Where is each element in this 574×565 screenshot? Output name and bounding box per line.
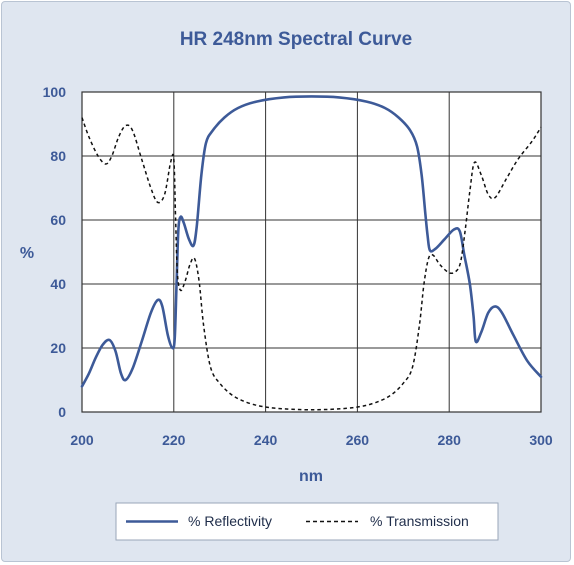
y-tick-label: 20: [50, 340, 66, 356]
plot-background: [81, 91, 542, 413]
series-layer: [80, 95, 543, 411]
legend: % Reflectivity % Transmission: [115, 502, 499, 541]
legend-label-reflectivity: % Reflectivity: [188, 513, 272, 529]
chart-title: HR 248nm Spectral Curve: [180, 29, 412, 50]
y-tick-label: 100: [43, 84, 67, 100]
y-tick-label: 40: [50, 276, 66, 292]
grid-lines: [82, 92, 541, 412]
y-tick-label: 80: [50, 148, 66, 164]
tick-labels: 200 220 240 260 280 300 0 20 40 60 80 100: [43, 84, 553, 448]
x-tick-label: 220: [162, 432, 186, 448]
series-line-reflectivity: [80, 95, 543, 388]
legend-label-transmission: % Transmission: [370, 513, 469, 529]
y-axis-label: %: [20, 245, 34, 262]
x-tick-label: 200: [70, 432, 94, 448]
series-line-transmission: [81, 117, 542, 411]
plot-area: [81, 91, 542, 413]
x-tick-label: 240: [254, 432, 278, 448]
y-tick-label: 60: [50, 212, 66, 228]
x-tick-label: 260: [346, 432, 370, 448]
y-tick-label: 0: [58, 404, 66, 420]
x-tick-label: 280: [438, 432, 462, 448]
x-axis-label: nm: [299, 468, 323, 485]
x-tick-label: 300: [529, 432, 553, 448]
